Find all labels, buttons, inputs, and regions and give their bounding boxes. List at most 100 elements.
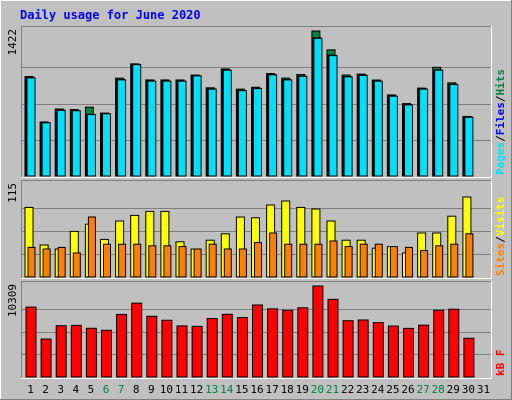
pages-bar	[56, 109, 66, 177]
x-tick-label: 12	[190, 383, 203, 396]
x-tick-label: 19	[296, 383, 309, 396]
legend-item-files: Files	[494, 102, 507, 135]
legend-separator: /	[494, 135, 507, 142]
sites-bar	[450, 243, 459, 278]
pages-bar	[313, 37, 323, 177]
sites-bar	[193, 248, 202, 278]
kbytes-bar	[403, 327, 414, 378]
pages-bar	[283, 79, 293, 177]
legend-item-hits: Hits	[494, 69, 507, 96]
x-tick-label: 10	[160, 383, 173, 396]
pages-bar	[268, 74, 278, 177]
x-tick-label: 7	[118, 383, 125, 396]
pages-bar	[298, 75, 308, 177]
x-tick-label: 27	[416, 383, 429, 396]
y-max-tick-label: 10309	[6, 284, 19, 317]
y-max-tick-label: 115	[6, 183, 19, 203]
x-tick-label: 11	[175, 383, 188, 396]
kbytes-bar	[297, 307, 309, 378]
kbytes-bar	[236, 317, 248, 378]
x-tick-label: 5	[88, 383, 95, 396]
legend: Pages/Files/Hits	[494, 69, 507, 175]
kbytes-bar	[161, 319, 173, 378]
sites-bar	[238, 248, 247, 278]
x-tick-label: 13	[205, 383, 218, 396]
pages-bar	[388, 95, 398, 177]
x-tick-label: 30	[462, 383, 475, 396]
sites-bar	[87, 216, 96, 278]
kbytes-bar	[418, 324, 430, 378]
sites-bar	[314, 243, 323, 278]
legend: kB F	[494, 350, 507, 377]
kbytes-bar	[387, 325, 399, 378]
x-tick-label: 1	[27, 383, 34, 396]
sites-bar	[405, 246, 413, 278]
pages-bar	[132, 64, 142, 177]
sites-bar	[254, 242, 262, 278]
sites-bar	[389, 246, 398, 278]
kbytes-bar	[342, 320, 354, 378]
sites-bar	[329, 240, 338, 278]
pages-bar	[192, 75, 202, 177]
legend: Sites/Visits	[494, 197, 507, 277]
x-tick-label: 29	[447, 383, 460, 396]
sites-bar	[284, 243, 293, 278]
legend-separator: /	[494, 95, 507, 102]
kbytes-bar	[448, 308, 460, 378]
legend-item-sites: Sites	[494, 243, 507, 276]
pages-bar	[207, 88, 217, 177]
y-max-tick-label: 1422	[6, 29, 19, 56]
pages-bar	[117, 79, 127, 177]
sites-bar	[103, 243, 111, 278]
x-tick-label: 15	[235, 383, 248, 396]
legend-separator: /	[494, 236, 507, 243]
sites-bar	[299, 243, 308, 278]
kbytes-bar	[372, 322, 384, 378]
x-tick-label: 17	[265, 383, 278, 396]
legend-item-visits: Visits	[494, 197, 507, 237]
kbytes-bar	[25, 306, 37, 378]
kbytes-bar	[85, 327, 97, 378]
x-tick-label: 28	[432, 383, 445, 396]
kbytes-bar	[312, 285, 324, 378]
x-tick-label: 23	[356, 383, 369, 396]
x-tick-label: 20	[311, 383, 324, 396]
sites-bar	[208, 243, 217, 278]
sites-bar	[223, 248, 232, 278]
x-tick-label: 21	[326, 383, 339, 396]
sites-bar	[465, 233, 474, 278]
pages-bar	[434, 69, 444, 177]
x-tick-label: 9	[148, 383, 155, 396]
pages-bar	[343, 76, 353, 177]
sites-bar	[42, 248, 51, 278]
pages-bar	[404, 104, 413, 177]
pages-bar	[102, 113, 111, 177]
kbytes-bar	[131, 302, 143, 378]
sites-bar	[133, 243, 142, 278]
x-tick-label: 22	[341, 383, 354, 396]
chart-title: Daily usage for June 2020	[20, 8, 201, 22]
x-tick-label: 3	[57, 383, 64, 396]
pages-bar	[358, 74, 368, 177]
pages-bar	[419, 88, 429, 177]
pages-bar	[41, 122, 51, 177]
pages-bar	[86, 114, 96, 177]
kbytes-bar	[146, 315, 158, 378]
kbytes-bar	[40, 338, 52, 378]
kbytes-bar	[357, 319, 369, 378]
x-tick-label: 14	[220, 383, 234, 396]
kbytes-bar	[221, 313, 233, 378]
pages-bar	[177, 80, 187, 177]
pages-bar	[464, 116, 474, 177]
sites-bar	[269, 232, 278, 278]
pages-bar	[147, 80, 157, 177]
x-tick-label: 31	[477, 383, 490, 396]
kbytes-bar	[327, 298, 339, 378]
sites-bar	[163, 245, 172, 278]
pages-bar	[237, 90, 247, 177]
x-tick-label: 6	[103, 383, 110, 396]
pages-bar	[222, 69, 232, 177]
pages-bar	[253, 88, 262, 177]
